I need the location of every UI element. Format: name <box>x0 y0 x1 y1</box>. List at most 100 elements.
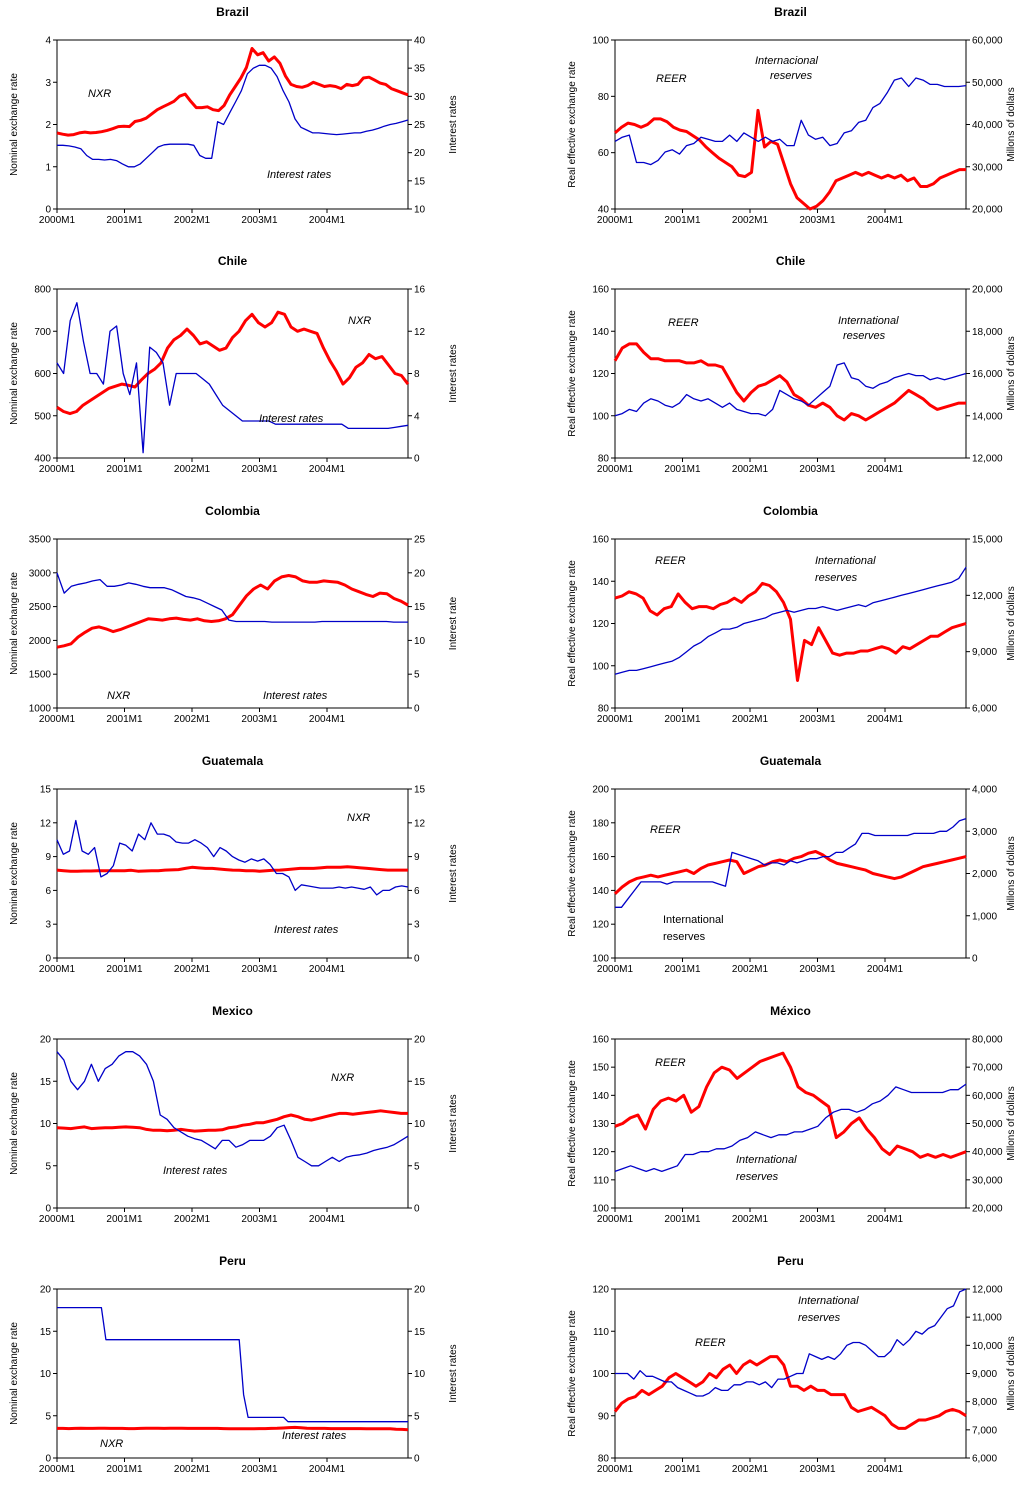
y-tick-label: 80 <box>598 92 610 103</box>
y-right-tick-label: 9,000 <box>972 647 997 658</box>
x-tick-label: 2002M1 <box>174 464 211 475</box>
y-right-tick-label: 15,000 <box>972 535 1003 546</box>
series-line-1 <box>614 581 967 682</box>
y-tick-label: 20 <box>40 1035 52 1046</box>
x-tick-label: 2004M1 <box>309 964 346 975</box>
x-tick-label: 2000M1 <box>39 1464 76 1475</box>
y-tick-label: 120 <box>592 369 609 380</box>
x-tick-label: 2000M1 <box>39 464 76 475</box>
series-line-1 <box>56 310 410 416</box>
y-tick-label: 10 <box>40 1369 52 1380</box>
x-tick-label: 2001M1 <box>664 464 701 475</box>
x-tick-label: 2002M1 <box>732 964 769 975</box>
y-right-tick-label: 12 <box>414 818 426 829</box>
y-tick-label: 5 <box>45 1411 51 1422</box>
y-right-tick-label: 35 <box>414 64 426 75</box>
y-axis-label: Nominal exchange rate <box>9 822 20 925</box>
y-right-tick-label: 10 <box>414 1369 426 1380</box>
y-tick-label: 3 <box>45 920 51 931</box>
chart-panel-12: Peru 80 90 100 110 120 6,000 7,000 8,000 9,000 10,… <box>558 1249 1032 1497</box>
x-tick-label: 2003M1 <box>799 964 836 975</box>
x-tick-label: 2002M1 <box>732 464 769 475</box>
chart-svg: Guatemala 100 120 140 160 180 200 0 1,000 2,000 3,… <box>567 754 1017 975</box>
series-line-1 <box>613 1355 967 1430</box>
y-axis-label: Real effective exchange rate <box>567 61 578 188</box>
y-tick-label: 80 <box>598 704 610 715</box>
series-line-1 <box>614 1051 967 1159</box>
y-axis-label: Real effective exchange rate <box>567 310 578 437</box>
y-tick-label: 3 <box>45 78 51 89</box>
x-tick-label: 2003M1 <box>799 714 836 725</box>
x-tick-label: 2003M1 <box>241 464 278 475</box>
y-tick-label: 140 <box>592 886 609 897</box>
x-tick-label: 2004M1 <box>867 964 904 975</box>
y-tick-label: 2000 <box>29 636 52 647</box>
chart-svg: México 100 110 120 130 140 150 160 20,000 30,000 4… <box>567 1004 1017 1225</box>
y-right-tick-label: 30,000 <box>972 1175 1003 1186</box>
y-right-tick-label: 9,000 <box>972 1369 997 1380</box>
chart-annotation: reserves <box>663 931 706 943</box>
x-tick-label: 2002M1 <box>174 1214 211 1225</box>
chart-title: Peru <box>777 1254 804 1268</box>
y-right-tick-label: 0 <box>414 1454 420 1465</box>
y-tick-label: 100 <box>592 1204 609 1215</box>
chart-annotation: International <box>815 555 876 567</box>
chart-annotation: Interest rates <box>263 690 328 702</box>
y-tick-label: 6 <box>45 886 51 897</box>
y-right-tick-label: 3,000 <box>972 827 997 838</box>
chart-annotation: REER <box>655 1057 686 1069</box>
chart-annotation: NXR <box>107 690 130 702</box>
series-line-1 <box>56 865 408 873</box>
y-right-tick-label: 8 <box>414 369 420 380</box>
y-tick-label: 400 <box>34 454 51 465</box>
y-axis-label: Nominal exchange rate <box>9 1072 20 1175</box>
chart-panel-7: Guatemala 0 3 6 9 12 15 0 3 6 9 12 15 2000M1 2001M1 200… <box>0 749 474 997</box>
plot-frame <box>614 1288 967 1459</box>
chart-annotation: reserves <box>736 1171 779 1183</box>
x-tick-label: 2001M1 <box>106 964 143 975</box>
y-tick-label: 3000 <box>29 568 52 579</box>
chart-annotation: NXR <box>88 88 111 100</box>
series-line-2 <box>614 77 967 166</box>
x-tick-label: 2003M1 <box>799 215 836 226</box>
y-right-tick-label: 60,000 <box>972 36 1003 47</box>
series-line-2 <box>57 64 409 168</box>
chart-svg: Peru 80 90 100 110 120 6,000 7,000 8,000 9,000 10,… <box>567 1254 1017 1475</box>
y-right-tick-label: 20,000 <box>972 1204 1003 1215</box>
y-axis-label: Nominal exchange rate <box>9 73 20 176</box>
y-right-tick-label: 15 <box>414 1077 426 1088</box>
series-line-1 <box>56 574 409 649</box>
y-right-tick-label: 10,000 <box>972 1341 1003 1352</box>
x-tick-label: 2001M1 <box>664 714 701 725</box>
series-line-1 <box>57 1425 409 1432</box>
y-right-tick-label: 10 <box>414 205 426 216</box>
y-right-tick-label: 25 <box>414 535 426 546</box>
chart-title: Chile <box>218 254 248 268</box>
chart-annotation: REER <box>655 555 686 567</box>
y-right-tick-label: 20 <box>414 148 426 159</box>
y-right-tick-label: 4,000 <box>972 785 997 796</box>
y-tick-label: 9 <box>45 852 51 863</box>
x-tick-label: 2004M1 <box>867 464 904 475</box>
chart-title: Brazil <box>774 5 807 19</box>
x-tick-label: 2001M1 <box>106 1464 143 1475</box>
y-tick-label: 100 <box>592 954 609 965</box>
chart-annotation: Interest rates <box>267 169 332 181</box>
y-right-tick-label: 6 <box>414 886 420 897</box>
x-tick-label: 2001M1 <box>106 215 143 226</box>
y-tick-label: 120 <box>592 619 609 630</box>
y-right-tick-label: 40,000 <box>972 120 1003 131</box>
y-tick-label: 700 <box>34 327 51 338</box>
chart-title: Chile <box>776 254 806 268</box>
y-right-axis-label: Interest rates <box>448 1344 459 1402</box>
y-tick-label: 160 <box>592 852 609 863</box>
x-tick-label: 2004M1 <box>309 215 346 226</box>
y-tick-label: 80 <box>598 454 610 465</box>
x-tick-label: 2001M1 <box>106 464 143 475</box>
y-right-axis-label: Millons of dollars <box>1006 1336 1017 1410</box>
chart-panel-1: Brazil 0 1 2 3 4 10 15 20 25 30 35 40 2000M1 2001M1 200… <box>0 0 474 248</box>
x-tick-label: 2004M1 <box>867 1464 904 1475</box>
y-right-tick-label: 40 <box>414 36 426 47</box>
y-tick-label: 0 <box>45 954 51 965</box>
series-line-2 <box>56 819 409 896</box>
